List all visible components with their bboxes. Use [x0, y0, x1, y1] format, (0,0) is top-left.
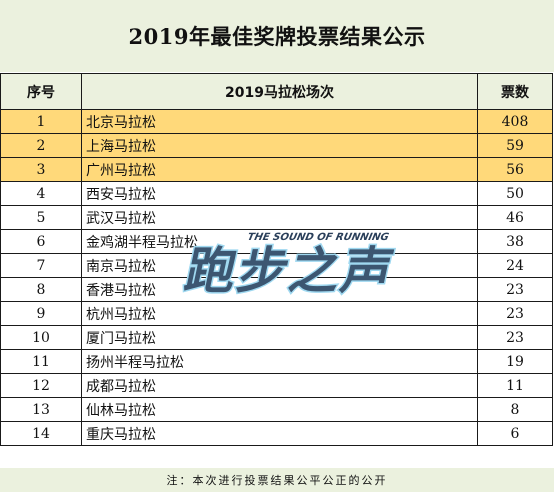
race-name-cell: 南京马拉松: [81, 253, 478, 278]
vote-count-cell: 46: [477, 205, 553, 230]
table-row: 9 杭州马拉松 23: [0, 301, 553, 326]
table-row: 13 仙林马拉松 8: [0, 397, 553, 422]
row-index-cell: 9: [0, 301, 82, 326]
table-row: 2 上海马拉松 59: [0, 133, 553, 158]
vote-count-cell: 59: [477, 133, 553, 158]
table-row: 4 西安马拉松 50: [0, 181, 553, 206]
table-row: 11 扬州半程马拉松 19: [0, 349, 553, 374]
race-name-cell: 武汉马拉松: [81, 205, 478, 230]
table-row: 7 南京马拉松 24: [0, 253, 553, 278]
race-name-cell: 金鸡湖半程马拉松: [81, 229, 478, 254]
row-index-cell: 2: [0, 133, 82, 158]
table-row: 12 成都马拉松 11: [0, 373, 553, 398]
row-index-cell: 14: [0, 421, 82, 446]
footer-note: 注：本次进行投票结果公平公正的公开: [0, 468, 554, 492]
race-name-cell: 重庆马拉松: [81, 421, 478, 446]
vote-count-cell: 19: [477, 349, 553, 374]
row-index-cell: 10: [0, 325, 82, 350]
race-name-cell: 北京马拉松: [81, 109, 478, 134]
vote-count-cell: 408: [477, 109, 553, 134]
race-name-cell: 扬州半程马拉松: [81, 349, 478, 374]
race-name-cell: 广州马拉松: [81, 157, 478, 182]
vote-count-cell: 23: [477, 277, 553, 302]
row-index-cell: 12: [0, 373, 82, 398]
vote-count-cell: 38: [477, 229, 553, 254]
vote-count-cell: 56: [477, 157, 553, 182]
vote-count-cell: 24: [477, 253, 553, 278]
race-name-cell: 仙林马拉松: [81, 397, 478, 422]
vote-count-cell: 50: [477, 181, 553, 206]
page-title: 2019年最佳奖牌投票结果公示: [0, 0, 554, 72]
race-name-cell: 厦门马拉松: [81, 325, 478, 350]
vote-count-cell: 6: [477, 421, 553, 446]
column-header-index: 序号: [0, 73, 82, 110]
table-row: 5 武汉马拉松 46: [0, 205, 553, 230]
row-index-cell: 1: [0, 109, 82, 134]
vote-results-table: 序号 2019马拉松场次 票数 1 北京马拉松 408 2 上海马拉松 59 3 广州马拉松 5…: [0, 73, 553, 446]
race-name-cell: 成都马拉松: [81, 373, 478, 398]
row-index-cell: 6: [0, 229, 82, 254]
table-row: 8 香港马拉松 23: [0, 277, 553, 302]
row-index-cell: 8: [0, 277, 82, 302]
row-index-cell: 3: [0, 157, 82, 182]
row-index-cell: 11: [0, 349, 82, 374]
vote-count-cell: 8: [477, 397, 553, 422]
table-row: 1 北京马拉松 408: [0, 109, 553, 134]
race-name-cell: 上海马拉松: [81, 133, 478, 158]
row-index-cell: 4: [0, 181, 82, 206]
vote-count-cell: 11: [477, 373, 553, 398]
table-row: 6 金鸡湖半程马拉松 38: [0, 229, 553, 254]
row-index-cell: 13: [0, 397, 82, 422]
vote-count-cell: 23: [477, 325, 553, 350]
table-row: 3 广州马拉松 56: [0, 157, 553, 182]
table-row: 14 重庆马拉松 6: [0, 421, 553, 446]
row-index-cell: 5: [0, 205, 82, 230]
row-index-cell: 7: [0, 253, 82, 278]
race-name-cell: 西安马拉松: [81, 181, 478, 206]
table-header-row: 序号 2019马拉松场次 票数: [0, 73, 553, 110]
column-header-race: 2019马拉松场次: [81, 73, 478, 110]
table-row: 10 厦门马拉松 23: [0, 325, 553, 350]
vote-count-cell: 23: [477, 301, 553, 326]
column-header-votes: 票数: [477, 73, 553, 110]
race-name-cell: 香港马拉松: [81, 277, 478, 302]
race-name-cell: 杭州马拉松: [81, 301, 478, 326]
